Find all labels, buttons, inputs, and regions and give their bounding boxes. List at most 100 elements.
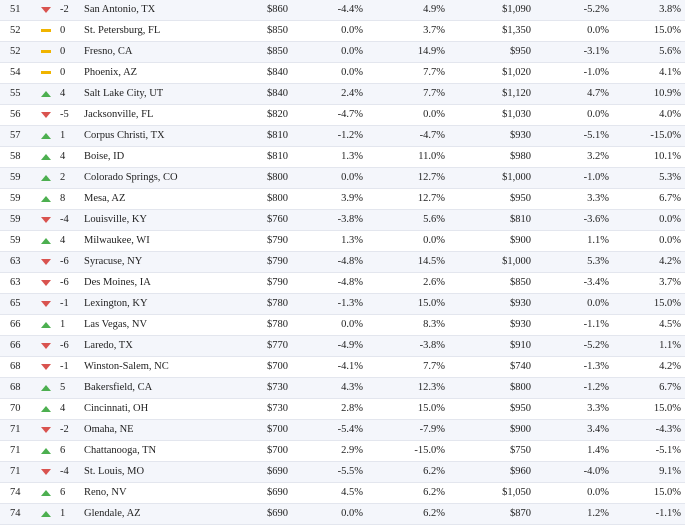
one-bedroom-monthly-change-cell: -4.7% xyxy=(292,104,367,126)
city-cell: Colorado Springs, CO xyxy=(78,167,260,189)
two-bedroom-price-cell: $1,120 xyxy=(449,83,535,105)
two-bedroom-monthly-change-cell: 0.0% xyxy=(535,20,613,42)
one-bedroom-yearly-change-cell: 15.0% xyxy=(367,293,449,315)
rank-cell: 54 xyxy=(0,62,38,84)
one-bedroom-monthly-change-cell: -1.2% xyxy=(292,125,367,147)
rank-change-cell: -6 xyxy=(54,272,78,294)
arrow-down-icon xyxy=(41,426,51,433)
trend-indicator xyxy=(38,272,54,294)
rank-cell: 56 xyxy=(0,104,38,126)
arrow-up-icon xyxy=(41,384,51,391)
table-row: 74 1 Glendale, AZ $690 0.0% 6.2% $870 1.2% -1.1% xyxy=(0,503,685,525)
two-bedroom-price-cell: $750 xyxy=(449,440,535,462)
city-cell: Las Vegas, NV xyxy=(78,314,260,336)
one-bedroom-price-cell: $780 xyxy=(260,314,292,336)
rank-cell: 66 xyxy=(0,314,38,336)
two-bedroom-monthly-change-cell: 1.2% xyxy=(535,503,613,525)
rank-change-cell: 2 xyxy=(54,167,78,189)
rank-change-cell: 4 xyxy=(54,398,78,420)
rank-cell: 71 xyxy=(0,461,38,483)
two-bedroom-yearly-change-cell: 10.9% xyxy=(613,83,685,105)
two-bedroom-price-cell: $900 xyxy=(449,230,535,252)
one-bedroom-yearly-change-cell: 7.7% xyxy=(367,83,449,105)
two-bedroom-yearly-change-cell: 15.0% xyxy=(613,20,685,42)
two-bedroom-price-cell: $1,030 xyxy=(449,104,535,126)
trend-indicator xyxy=(38,314,54,336)
arrow-up-icon xyxy=(41,174,51,181)
one-bedroom-price-cell: $730 xyxy=(260,398,292,420)
one-bedroom-monthly-change-cell: 2.9% xyxy=(292,440,367,462)
rank-cell: 58 xyxy=(0,146,38,168)
one-bedroom-price-cell: $820 xyxy=(260,104,292,126)
trend-indicator xyxy=(38,20,54,42)
two-bedroom-price-cell: $1,020 xyxy=(449,62,535,84)
two-bedroom-monthly-change-cell: 3.2% xyxy=(535,146,613,168)
trend-indicator xyxy=(38,293,54,315)
table-row: 51 -2 San Antonio, TX $860 -4.4% 4.9% $1,090 -5… xyxy=(0,0,685,21)
rank-cell: 68 xyxy=(0,377,38,399)
one-bedroom-yearly-change-cell: -15.0% xyxy=(367,440,449,462)
one-bedroom-monthly-change-cell: -4.9% xyxy=(292,335,367,357)
one-bedroom-yearly-change-cell: 0.0% xyxy=(367,230,449,252)
two-bedroom-price-cell: $810 xyxy=(449,209,535,231)
two-bedroom-yearly-change-cell: -1.1% xyxy=(613,503,685,525)
two-bedroom-yearly-change-cell: 4.2% xyxy=(613,356,685,378)
two-bedroom-price-cell: $740 xyxy=(449,356,535,378)
rank-change-cell: 6 xyxy=(54,482,78,504)
one-bedroom-price-cell: $800 xyxy=(260,188,292,210)
two-bedroom-yearly-change-cell: 6.7% xyxy=(613,188,685,210)
trend-indicator xyxy=(38,251,54,273)
city-cell: Laredo, TX xyxy=(78,335,260,357)
city-cell: Boise, ID xyxy=(78,146,260,168)
rank-change-cell: 8 xyxy=(54,188,78,210)
city-cell: Phoenix, AZ xyxy=(78,62,260,84)
rank-cell: 71 xyxy=(0,419,38,441)
one-bedroom-monthly-change-cell: 0.0% xyxy=(292,62,367,84)
one-bedroom-monthly-change-cell: -5.4% xyxy=(292,419,367,441)
two-bedroom-yearly-change-cell: 4.0% xyxy=(613,104,685,126)
table-row: 58 4 Boise, ID $810 1.3% 11.0% $980 3.2% 10.1% xyxy=(0,146,685,168)
trend-indicator xyxy=(38,0,54,21)
two-bedroom-monthly-change-cell: -1.2% xyxy=(535,377,613,399)
one-bedroom-monthly-change-cell: 1.3% xyxy=(292,146,367,168)
no-change-dash-icon xyxy=(41,29,51,33)
one-bedroom-price-cell: $800 xyxy=(260,167,292,189)
table-row: 59 4 Milwaukee, WI $790 1.3% 0.0% $900 1.1% 0.0% xyxy=(0,230,685,252)
trend-indicator xyxy=(38,41,54,63)
rank-change-cell: 1 xyxy=(54,503,78,525)
one-bedroom-price-cell: $700 xyxy=(260,356,292,378)
arrow-up-icon xyxy=(41,90,51,97)
two-bedroom-price-cell: $930 xyxy=(449,314,535,336)
two-bedroom-yearly-change-cell: 6.7% xyxy=(613,377,685,399)
rank-cell: 70 xyxy=(0,398,38,420)
table-row: 59 8 Mesa, AZ $800 3.9% 12.7% $950 3.3% 6.7% xyxy=(0,188,685,210)
trend-indicator xyxy=(38,104,54,126)
trend-indicator xyxy=(38,335,54,357)
one-bedroom-price-cell: $790 xyxy=(260,251,292,273)
one-bedroom-price-cell: $690 xyxy=(260,482,292,504)
rank-cell: 66 xyxy=(0,335,38,357)
one-bedroom-price-cell: $730 xyxy=(260,377,292,399)
two-bedroom-yearly-change-cell: 4.5% xyxy=(613,314,685,336)
one-bedroom-monthly-change-cell: -4.8% xyxy=(292,272,367,294)
rank-cell: 59 xyxy=(0,167,38,189)
arrow-up-icon xyxy=(41,237,51,244)
two-bedroom-yearly-change-cell: 15.0% xyxy=(613,482,685,504)
one-bedroom-price-cell: $690 xyxy=(260,503,292,525)
table-row: 74 6 Reno, NV $690 4.5% 6.2% $1,050 0.0% 15.0% xyxy=(0,482,685,504)
one-bedroom-yearly-change-cell: 2.6% xyxy=(367,272,449,294)
table-row: 55 4 Salt Lake City, UT $840 2.4% 7.7% $1,120 4… xyxy=(0,83,685,105)
one-bedroom-monthly-change-cell: -4.1% xyxy=(292,356,367,378)
trend-indicator xyxy=(38,482,54,504)
arrow-up-icon xyxy=(41,195,51,202)
rank-change-cell: -5 xyxy=(54,104,78,126)
trend-indicator xyxy=(38,230,54,252)
rank-change-cell: -4 xyxy=(54,461,78,483)
one-bedroom-price-cell: $810 xyxy=(260,146,292,168)
no-change-dash-icon xyxy=(41,50,51,54)
two-bedroom-yearly-change-cell: 1.1% xyxy=(613,335,685,357)
two-bedroom-yearly-change-cell: 15.0% xyxy=(613,398,685,420)
one-bedroom-yearly-change-cell: 12.7% xyxy=(367,188,449,210)
two-bedroom-price-cell: $1,050 xyxy=(449,482,535,504)
